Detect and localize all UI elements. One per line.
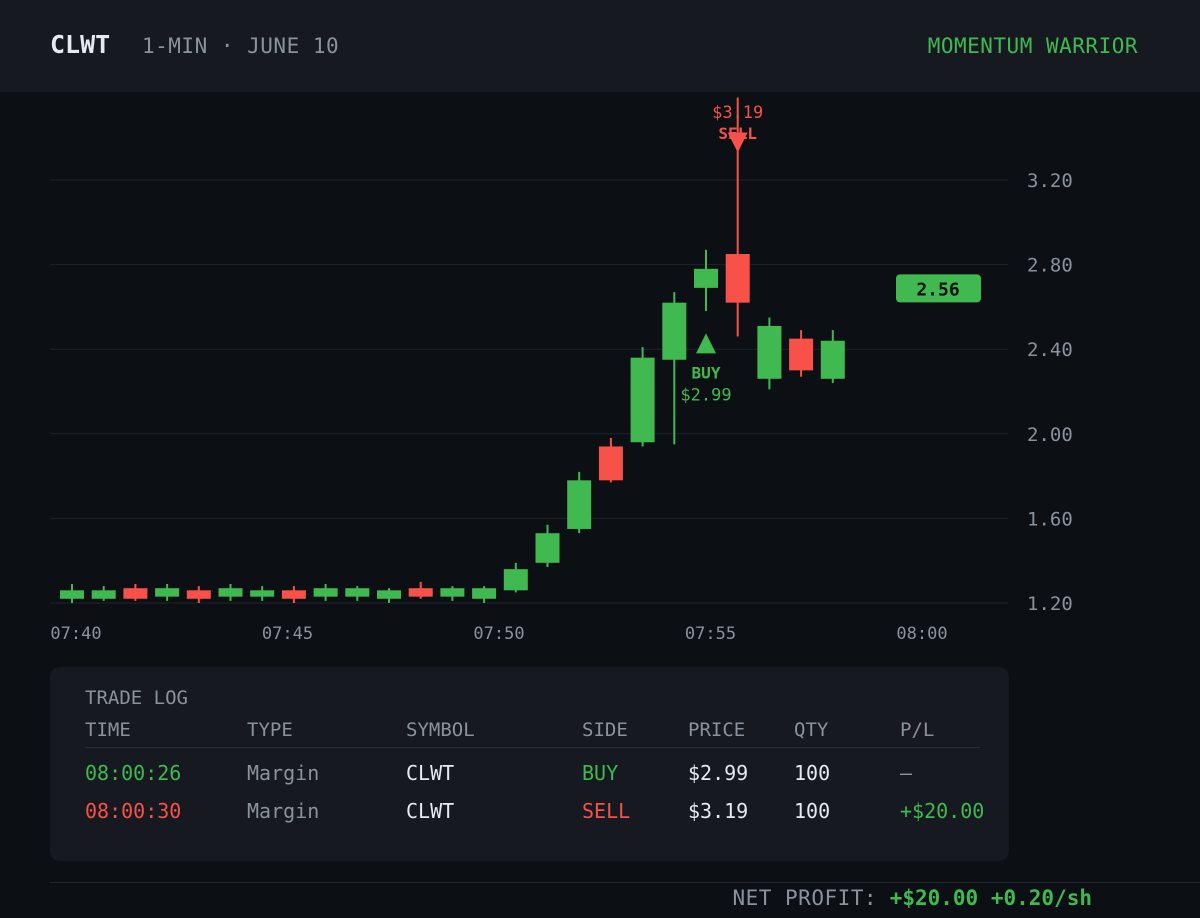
brand-name: MOMENTUM WARRIOR [927, 34, 1138, 58]
candle-body [598, 446, 623, 481]
candle-body [567, 480, 592, 529]
candle-body [218, 588, 243, 597]
trade-qty: 100 [794, 799, 831, 823]
chart-header: CLWT 1-MIN · JUNE 10 MOMENTUM WARRIOR [0, 0, 1200, 92]
x-tick-label: 07:45 [262, 624, 313, 644]
col-symbol: SYMBOL [406, 719, 475, 741]
candle-body [440, 588, 465, 597]
buy-marker [696, 333, 716, 354]
y-tick-label: 2.80 [1027, 255, 1073, 277]
candle-body [345, 588, 370, 597]
trade-time: 08:00:26 [85, 761, 182, 785]
candle-body [630, 357, 655, 443]
candle-body [91, 590, 116, 599]
sell-price-label: $3.19 [712, 103, 763, 123]
x-tick-label: 08:00 [896, 624, 947, 644]
candle-body [820, 340, 845, 379]
candle-body [281, 590, 306, 599]
trade-side: SELL [582, 799, 631, 823]
trade-price: $2.99 [688, 761, 749, 785]
net-profit-label: NET PROFIT: [732, 886, 878, 910]
candlestick-chart: 1.20 1.60 2.00 2.40 2.80 3.20 07:40 07:45 07:50 0… [50, 97, 1073, 644]
timeframe-date: 1-MIN · JUNE 10 [142, 34, 340, 58]
col-price: PRICE [688, 719, 746, 741]
buy-label: BUY [692, 363, 721, 382]
trade-type: Margin [247, 799, 320, 823]
candle-body [377, 590, 401, 599]
candle-body [725, 254, 750, 303]
candle-body [186, 590, 211, 599]
candle-body [60, 590, 84, 599]
candle-body [472, 588, 497, 599]
candle-body [123, 588, 148, 599]
x-tick-label: 07:55 [685, 624, 736, 644]
last-price-value: 2.56 [916, 279, 959, 300]
candle-body [503, 569, 528, 591]
sell-label: SELL [718, 124, 757, 143]
candle-body [313, 588, 338, 597]
col-side: SIDE [582, 719, 628, 741]
trade-symbol: CLWT [406, 761, 455, 785]
trade-pl: — [900, 761, 913, 785]
x-tick-label: 07:40 [50, 624, 101, 644]
trade-symbol: CLWT [406, 799, 455, 823]
col-pl: P/L [900, 719, 935, 741]
sell-marker [727, 132, 748, 153]
col-type: TYPE [247, 719, 293, 741]
candle-body [408, 588, 433, 597]
trade-log-header: TIME TYPE SYMBOL SIDE PRICE QTY P/L [85, 719, 980, 748]
y-tick-label: 2.00 [1027, 424, 1073, 446]
y-tick-label: 3.20 [1027, 170, 1073, 192]
trade-qty: 100 [794, 761, 831, 785]
buy-price-label: $2.99 [680, 385, 731, 405]
candle-body [155, 588, 180, 597]
candle-body [694, 268, 718, 288]
ticker-symbol: CLWT [50, 30, 111, 59]
footer-divider [50, 882, 1200, 883]
last-price-badge [896, 274, 981, 303]
trade-log-title: TRADE LOG [85, 687, 188, 709]
y-tick-label: 1.20 [1027, 593, 1073, 615]
trade-time: 08:00:30 [85, 799, 182, 823]
trade-price: $3.19 [688, 799, 749, 823]
y-tick-label: 2.40 [1027, 339, 1073, 361]
candle-body [789, 338, 814, 371]
trade-log-panel: TRADE LOG TIME TYPE SYMBOL SIDE PRICE QT… [50, 667, 1009, 861]
candle-body [250, 590, 275, 597]
trade-pl: +$20.00 [900, 799, 985, 823]
candle-body [757, 325, 782, 379]
trade-side: BUY [582, 761, 619, 785]
net-profit: NET PROFIT: +$20.00 +0.20/sh [732, 886, 1092, 910]
candle-body [662, 302, 687, 360]
y-tick-label: 1.60 [1027, 508, 1073, 530]
net-profit-value: +$20.00 +0.20/sh [889, 886, 1092, 910]
trade-row: 08:00:30 Margin CLWT SELL $3.19 100 +$20… [85, 799, 984, 829]
col-time: TIME [85, 719, 131, 741]
trade-row: 08:00:26 Margin CLWT BUY $2.99 100 — [85, 761, 980, 791]
candle-body [535, 533, 560, 563]
trade-type: Margin [247, 761, 320, 785]
col-qty: QTY [794, 719, 829, 741]
x-tick-label: 07:50 [473, 624, 524, 644]
